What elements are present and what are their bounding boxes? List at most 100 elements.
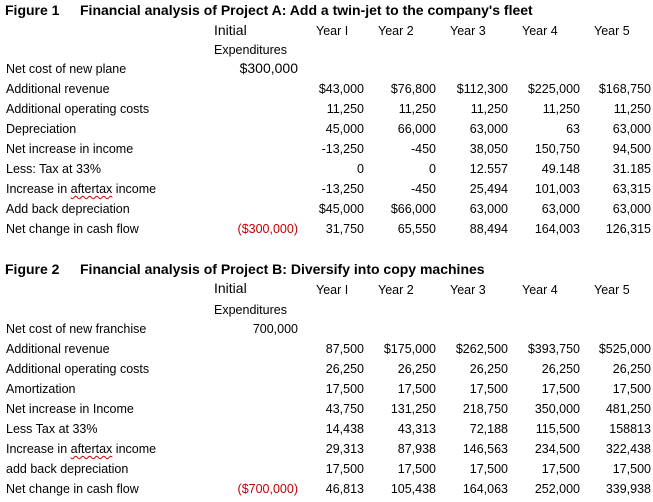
value-year-4: 11,250 [542,102,580,116]
value-year-4: 63,000 [541,202,580,216]
figure-2-title: Figure 2 Financial analysis of Project B:… [5,261,485,277]
row-label: Additional operating costs [6,102,150,116]
row-label: add back depreciation [6,462,129,476]
value-year-5: 26,250 [612,362,651,376]
row-label: Depreciation [6,122,77,136]
value-year-2: 87,938 [397,442,436,456]
value-year-5: 94,500 [612,142,651,156]
header-year-1: Year I [316,283,349,297]
value-year-3: 17,500 [469,382,508,396]
value-year-3: 12.557 [469,162,508,176]
label-part: Increase in [6,182,71,196]
figure-1-title-text: Financial analysis of Project A: Add a t… [80,2,533,18]
value-year-5: 339,938 [605,482,651,496]
initial-value: 700,000 [252,322,298,336]
value-year-2: -450 [410,182,436,196]
figure-1-title: Figure 1 Financial analysis of Project A:… [5,2,533,18]
value-year-3: 25,494 [469,182,508,196]
header-year-2: Year 2 [378,283,414,297]
value-year-2: 105,438 [390,482,436,496]
value-year-3: 17,500 [469,462,508,476]
header-initial: Initial [214,22,247,38]
value-year-2: $175,000 [383,342,436,356]
value-year-4: 252,000 [534,482,580,496]
value-year-3: $262,500 [455,342,508,356]
value-year-3: 63,000 [469,122,508,136]
value-year-4: 26,250 [541,362,580,376]
table-row: Amortization 17,500 17,500 17,500 17,500… [0,382,653,402]
value-year-4: 17,500 [541,462,580,476]
header-expenditures: Expenditures [214,43,287,57]
header-year-3: Year 3 [450,283,486,297]
header-year-2: Year 2 [378,24,414,38]
value-year-3: 146,563 [462,442,508,456]
value-year-3: 164,063 [462,482,508,496]
value-year-3: 72,188 [469,422,508,436]
value-year-2: 65,550 [397,222,436,236]
table-row: Additional operating costs 11,250 11,250… [0,102,653,122]
figure-2-title-text: Financial analysis of Project B: Diversi… [80,261,485,277]
value-year-4: 150,750 [534,142,580,156]
value-year-2: 26,250 [397,362,436,376]
figure-1: Figure 1 Financial analysis of Project A:… [0,0,653,245]
value-year-3: 88,494 [469,222,508,236]
value-year-2: 0 [429,162,436,176]
header-year-5: Year 5 [594,24,630,38]
table-row: Less: Tax at 33% 0 0 12.557 49.148 31.18… [0,162,653,182]
value-year-4: 350,000 [534,402,580,416]
value-year-3: 38,050 [469,142,508,156]
value-year-4: 17,500 [541,382,580,396]
initial-value: $300,000 [239,60,298,76]
value-year-5: $168,750 [598,82,651,96]
header-year-4: Year 4 [522,283,558,297]
row-label: Increase in aftertax income [6,182,156,196]
value-year-4: 63 [566,122,580,136]
value-year-4: 49.148 [541,162,580,176]
row-label: Additional revenue [6,82,110,96]
value-year-5: 17,500 [612,382,651,396]
row-label: Add back depreciation [6,202,130,216]
header-initial: Initial [214,280,247,296]
value-year-1: $45,000 [318,202,364,216]
table-row: Net cost of new franchise 700,000 [0,322,653,342]
value-year-2: $76,800 [390,82,436,96]
value-year-4: 115,500 [535,422,580,436]
row-label: Increase in aftertax income [6,442,156,456]
value-year-4: $393,750 [527,342,580,356]
table-row: Additional revenue 87,500 $175,000 $262,… [0,342,653,362]
row-label: Net cost of new franchise [6,322,147,336]
figure-1-number: Figure 1 [5,2,60,18]
row-label: Net cost of new plane [6,62,127,76]
table-row: Depreciation 45,000 66,000 63,000 63 63,… [0,122,653,142]
initial-value: ($300,000) [237,222,298,236]
value-year-5: 17,500 [612,462,651,476]
value-year-2: $66,000 [390,202,436,216]
value-year-1: 45,000 [325,122,364,136]
header-expenditures: Expenditures [214,303,287,317]
row-label: Additional revenue [6,342,110,356]
value-year-5: 63,000 [612,202,651,216]
value-year-1: 17,500 [325,382,364,396]
spellcheck-word: aftertax [70,442,113,456]
figure-2-number: Figure 2 [5,261,60,277]
figure-2: Figure 2 Financial analysis of Project B:… [0,260,653,502]
value-year-3: 11,250 [470,102,508,116]
value-year-1: 26,250 [325,362,364,376]
value-year-5: $525,000 [598,342,651,356]
value-year-4: 101,003 [534,182,580,196]
row-label: Less Tax at 33% [6,422,98,436]
initial-value: ($700,000) [237,482,298,496]
row-label: Less: Tax at 33% [6,162,101,176]
spellcheck-word: aftertax [70,182,113,196]
value-year-5: 63,000 [612,122,651,136]
value-year-1: 29,313 [325,442,364,456]
value-year-1: $43,000 [318,82,364,96]
value-year-1: 0 [357,162,364,176]
table-row: Less Tax at 33% 14,438 43,313 72,188 115… [0,422,653,442]
row-label: Additional operating costs [6,362,150,376]
value-year-2: 131,250 [390,402,436,416]
value-year-2: -450 [410,142,436,156]
table-row: Add back depreciation $45,000 $66,000 63… [0,202,653,222]
value-year-5: 126,315 [605,222,651,236]
value-year-1: 11,250 [326,102,364,116]
